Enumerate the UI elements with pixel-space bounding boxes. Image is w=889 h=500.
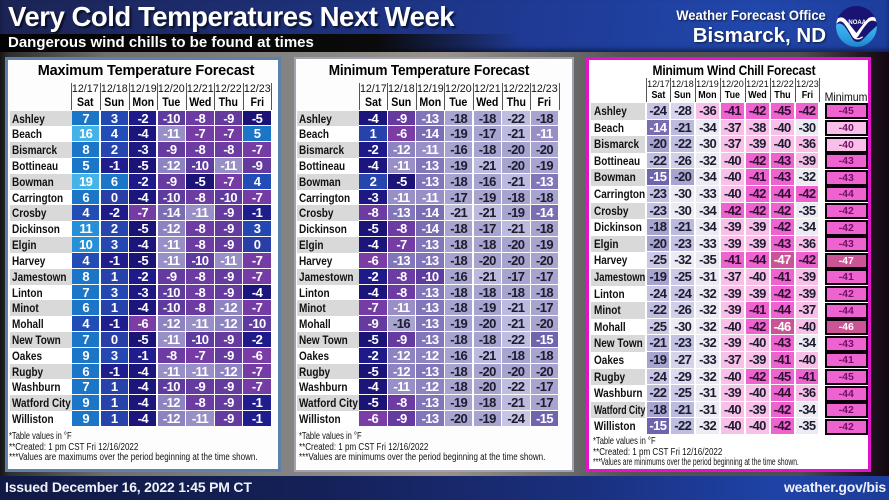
- svg-text:NOAA: NOAA: [848, 20, 866, 26]
